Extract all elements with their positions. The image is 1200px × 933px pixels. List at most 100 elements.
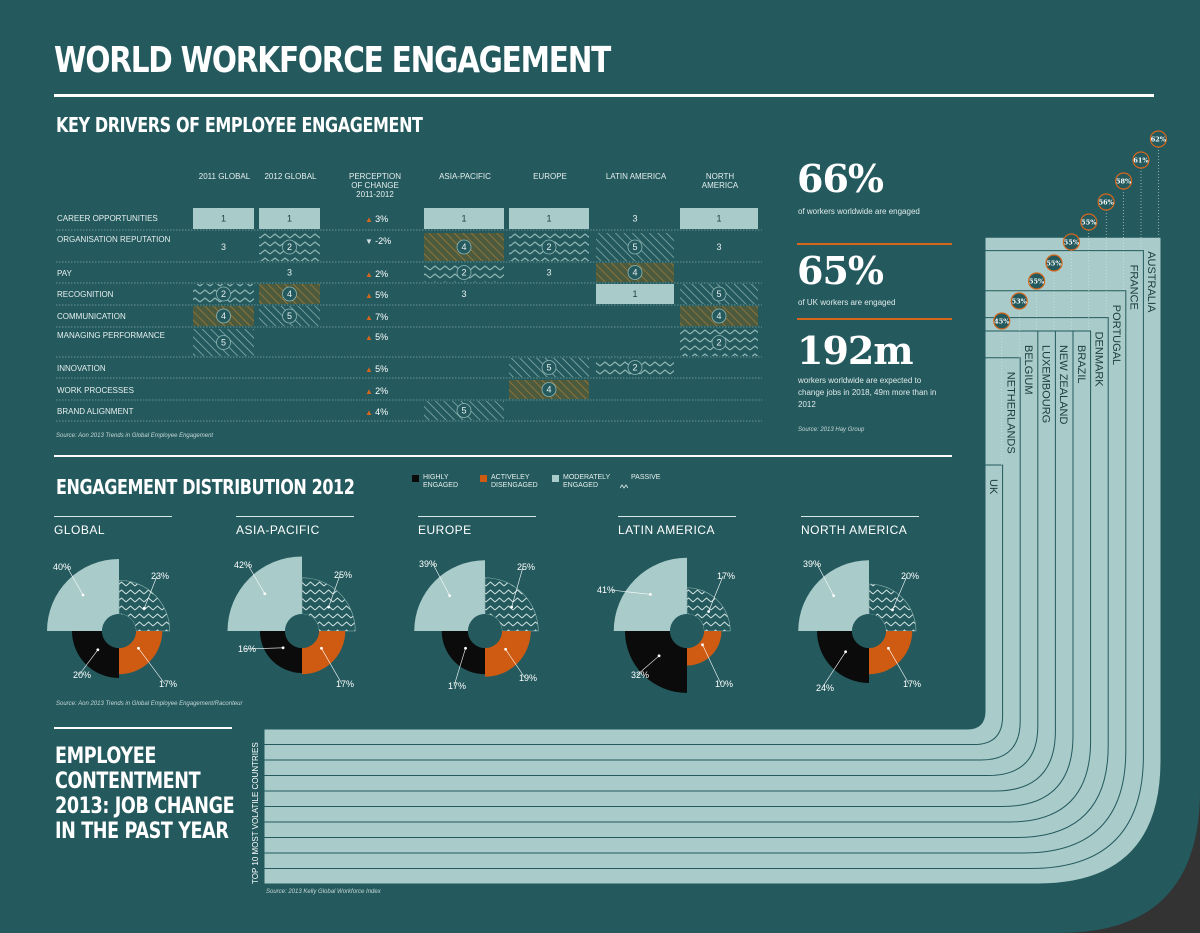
driver-label: INNOVATION (57, 364, 106, 373)
legend-label-line: PASSIVE (631, 474, 661, 481)
pct-leader-line (610, 589, 651, 595)
column-header-line: PERCEPTION (348, 172, 401, 181)
driver-label: COMMUNICATION (57, 312, 126, 321)
highly-engaged-slice (817, 631, 869, 683)
pct-label: 25% (334, 570, 352, 580)
country-value: 56% (1099, 199, 1115, 207)
up-triangle-icon: ▲ (365, 408, 376, 417)
rank-badge (282, 308, 297, 324)
rank-value: 4 (221, 311, 226, 321)
country-label: DENMARK (1092, 332, 1104, 388)
pct-label: 17% (159, 679, 177, 689)
legend-label-line: ENGAGED (423, 482, 459, 489)
pct-leader-line (321, 648, 343, 685)
rank-badge (216, 308, 231, 324)
pct-leader-line (66, 566, 84, 596)
country-value: 61% (1133, 157, 1149, 165)
pct-leader-line (708, 575, 724, 612)
change-text: 5% (375, 364, 389, 374)
rank-badge (456, 239, 472, 255)
rank-value: 2 (287, 242, 292, 252)
pct-leader-line (821, 651, 846, 689)
change-text: 2% (375, 386, 389, 396)
distribution-heading: ENGAGEMENT DISTRIBUTION 2012 (56, 475, 355, 499)
change-value: ▲ 5% (365, 332, 388, 342)
contentment-heading-line: 2013: JOB CHANGE (55, 794, 235, 819)
pct-leader-line (511, 566, 524, 608)
rank-value: 1 (546, 214, 551, 224)
country-label: LUXEMBOURG (1040, 345, 1052, 423)
rank-badge (216, 335, 231, 350)
rank-value: 2 (546, 242, 551, 252)
pct-label: 10% (715, 679, 733, 689)
pct-leader-line (888, 648, 910, 685)
pct-label: 17% (336, 679, 354, 689)
up-triangle-icon: ▲ (365, 333, 376, 342)
drivers-table: 2011 GLOBAL 2012 GLOBAL PERCEPTION OF CHANG… (0, 0, 1200, 450)
legend-label-line: ACTIVELEY (491, 474, 530, 481)
contentment-axis-label: TOP 10 MOST VOLATILE COUNTRIES (251, 742, 260, 884)
rank-badge (541, 360, 557, 375)
change-text: 3% (375, 214, 389, 224)
rank-badge (541, 382, 557, 397)
change-value: ▼ -2% (365, 236, 391, 246)
column-header: EUROPE (509, 172, 591, 181)
region-rule (618, 516, 736, 517)
legend-label: ACTIVELEY DISENGAGED (491, 474, 551, 490)
change-value: ▲ 5% (365, 290, 388, 300)
country-label: PORTUGAL (1110, 305, 1122, 365)
rank-badge (282, 286, 297, 302)
country-value: 55% (1064, 239, 1080, 247)
pct-leader-line (144, 575, 158, 609)
up-triangle-icon: ▲ (365, 270, 376, 279)
corner-shape (1060, 790, 1200, 933)
country-value-bubble (1027, 272, 1046, 290)
country-label: BRAZIL (1075, 345, 1087, 384)
column-header-line: EUROPE (533, 172, 567, 181)
pct-label: 41% (597, 585, 615, 595)
country-label: NETHERLANDS (1004, 372, 1016, 454)
change-text: 4% (375, 407, 389, 417)
country-value: 45% (994, 318, 1010, 326)
rank-value: 4 (546, 385, 551, 395)
rank-cell-fill (680, 208, 758, 229)
legend-label-line: DISENGAGED (491, 482, 538, 489)
country-label: FRANCE (1128, 265, 1140, 310)
rank-cell-fill (259, 208, 320, 229)
column-header: ASIA-PACIFIC (424, 172, 506, 181)
column-header-line: LATIN AMERICA (605, 172, 667, 181)
pct-label: 39% (803, 559, 821, 569)
country-value: 62% (1151, 136, 1167, 144)
rank-value: 4 (287, 289, 292, 299)
change-text: 5% (375, 332, 389, 342)
region-heading: EUROPE (418, 523, 472, 537)
up-triangle-icon: ▲ (365, 313, 376, 322)
rank-cell-fill (424, 208, 504, 229)
pct-label: 25% (517, 562, 535, 572)
country-label: AUSTRALIA (1145, 251, 1157, 313)
column-header: 2012 GLOBAL (259, 172, 322, 181)
rank-badge (456, 265, 472, 280)
change-text: 2% (375, 269, 389, 279)
rank-cell-fill (509, 208, 589, 229)
rank-value: 3 (716, 242, 721, 252)
region-rule (801, 516, 919, 517)
rank-badge (711, 335, 727, 350)
column-header-line: 2012 GLOBAL (264, 172, 317, 181)
driver-label: WORK PROCESSES (57, 386, 134, 395)
pct-leader-line (247, 564, 266, 594)
legend-label: PASSIVE (631, 474, 691, 482)
contentment-heading-line: EMPLOYEE (55, 744, 156, 769)
column-header-line: AMERICA (701, 181, 739, 190)
rank-value: 2 (632, 363, 637, 373)
driver-label: CAREER OPPORTUNITIES (57, 214, 158, 223)
pct-label: 20% (901, 571, 919, 581)
rank-cell-fill (193, 208, 254, 229)
pct-leader-line (636, 655, 660, 676)
legend-label: HIGHLY ENGAGED (423, 474, 483, 490)
stat-uk-engaged-value: 65% (797, 248, 884, 293)
rank-value: 5 (461, 406, 466, 416)
pct-label: 20% (73, 670, 91, 680)
change-value: ▲ 7% (365, 312, 388, 322)
pct-leader-line (702, 644, 722, 685)
